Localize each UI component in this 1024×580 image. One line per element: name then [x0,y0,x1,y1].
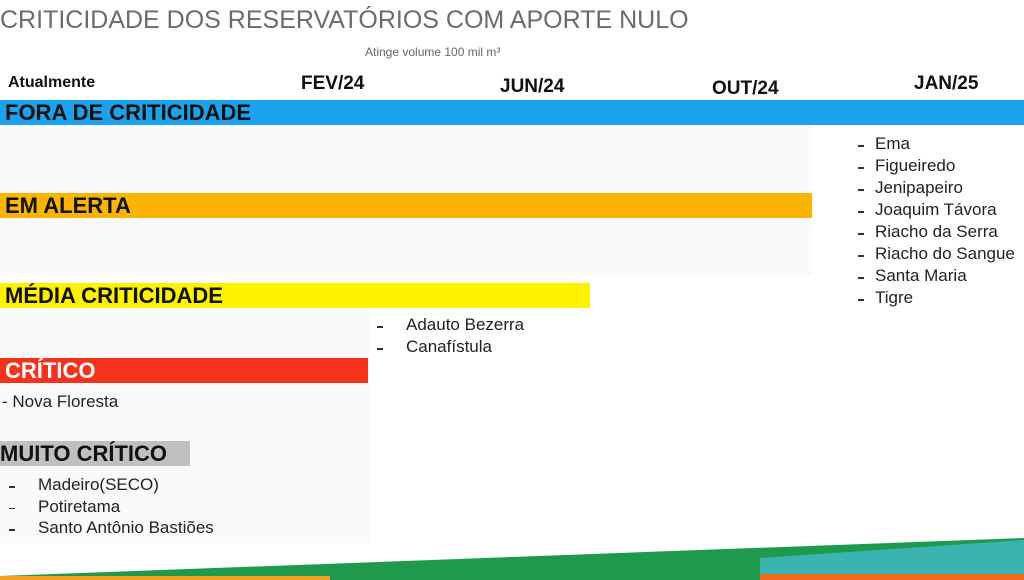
background-band [0,308,370,543]
bullet [377,348,383,350]
level-bar: EM ALERTA [0,193,812,218]
bullet [858,233,864,235]
bullet [858,299,864,301]
list-item: Riacho da Serra [875,222,998,241]
timeline-label: JAN/25 [914,73,979,94]
list-item: Riacho do Sangue [875,244,1015,263]
level-bar: FORA DE CRITICIDADE [0,100,1024,125]
bullet [9,529,15,531]
timeline-label: FEV/24 [301,73,365,94]
list-item: Figueiredo [875,156,956,175]
timeline-label: Atualmente [8,74,96,91]
bullet [858,277,864,279]
list-item: Potiretama [38,496,121,516]
list-item: Joaquim Távora [875,200,997,219]
bullet [858,145,864,147]
bullet [377,326,383,328]
bullet [858,255,864,257]
timeline-label: OUT/24 [712,78,779,99]
list-item: Adauto Bezerra [406,315,525,334]
list-item: Madeiro(SECO) [38,475,159,494]
list-item: Ema [875,134,910,153]
level-bar: MUITO CRÍTICO [0,441,190,466]
bullet [858,167,864,169]
bullet [858,211,864,213]
list-item: Tigre [875,288,914,307]
subtitle: Atinge volume 100 mil m³ [365,45,501,59]
list-item: Jenipapeiro [875,178,963,197]
list-item: Santa Maria [875,266,967,285]
level-bar: CRÍTICO [0,358,368,383]
title: CRITICIDADE DOS RESERVATÓRIOS COM APORTE… [0,6,689,34]
bullet [9,486,15,488]
bullet [9,507,15,509]
list-item: - Nova Floresta [2,392,119,411]
level-bar: MÉDIA CRITICIDADE [0,283,590,308]
decoration [0,538,1024,580]
list-item: Canafístula [406,337,492,356]
timeline-label: JUN/24 [500,76,565,97]
list-item: Santo Antônio Bastiões [38,518,214,537]
bullet [858,189,864,191]
